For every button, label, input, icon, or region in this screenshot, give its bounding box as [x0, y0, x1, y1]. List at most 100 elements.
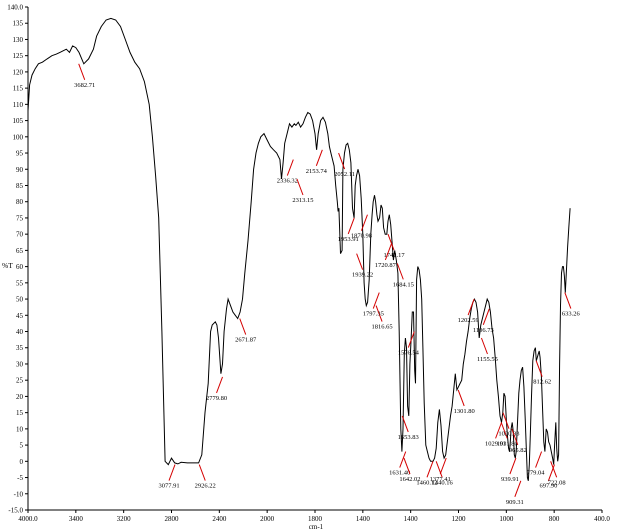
x-ticks: 4000.0 3400 3200 2800 2400 2000 1800 1400 1400 12…	[18, 510, 610, 523]
annotation-leader	[360, 214, 368, 231]
annotation-leader	[495, 422, 503, 439]
y-tick-label: -5	[17, 474, 23, 482]
x-tick-label: 1800	[308, 515, 323, 523]
annotation-leader	[435, 461, 443, 478]
y-tick-label: 95	[16, 150, 24, 158]
annotation-label: 1029.91	[485, 440, 506, 447]
annotation-leader	[457, 389, 465, 407]
annotation-leader	[403, 457, 411, 475]
y-tick-label: 125	[13, 52, 24, 60]
annotation-label: 1870.98	[351, 233, 372, 240]
annotation-leader	[347, 217, 355, 235]
y-tick-label: 25	[16, 377, 24, 385]
x-tick-label: 2400	[212, 515, 227, 523]
annotation-label: 3682.71	[74, 82, 95, 89]
y-tick-label: 135	[13, 20, 24, 28]
annotation-leader	[502, 412, 510, 429]
annotation-label: 1939.22	[352, 272, 373, 279]
x-axis-label: cm-1	[309, 523, 324, 530]
annotation-leader	[384, 243, 392, 261]
y-tick-label: 130	[13, 36, 24, 44]
y-tick-label: 70	[16, 231, 24, 239]
annotation-leader	[375, 305, 383, 322]
annotation-label: 1631.40	[389, 470, 410, 477]
annotation-leader	[387, 233, 395, 251]
x-tick-label: 2000	[260, 515, 275, 523]
annotation-label: 939.91	[501, 476, 519, 483]
y-tick-label: 20	[16, 393, 24, 401]
annotation-label: 1155.55	[477, 356, 498, 363]
y-tick-label: 40	[16, 328, 24, 336]
y-tick-label: 55	[16, 279, 24, 287]
y-tick-label: 85	[16, 182, 24, 190]
y-tick-label: 110	[13, 101, 24, 109]
annotation-leader	[315, 149, 323, 166]
annotation-leader	[509, 457, 517, 475]
annotation-label: 2336.32	[277, 178, 298, 185]
annotation-leader	[407, 331, 415, 348]
annotation-leader	[338, 152, 346, 170]
annotation-label: 965.82	[509, 447, 527, 454]
annotation-label: 633.26	[562, 311, 581, 318]
annotation-label: 1020.83	[498, 431, 519, 438]
y-tick-label: 90	[16, 166, 24, 174]
annotation-leader	[548, 464, 555, 481]
x-tick-label: 1400	[356, 515, 371, 523]
annotation-label: 2313.15	[292, 197, 313, 204]
peak-annotations: 3682.71 3077.91 2926.22 2779.80 2671.87 2336.…	[74, 63, 581, 506]
annotation-leader	[535, 451, 543, 468]
annotation-label: 722.08	[548, 479, 566, 486]
annotation-label: 1684.15	[393, 281, 414, 288]
annotation-leader	[480, 337, 488, 355]
annotation-leader	[286, 159, 294, 176]
x-tick-label: 3400	[69, 515, 84, 523]
annotation-label: 1031.80	[497, 440, 518, 447]
x-tick-label: 800	[549, 515, 560, 523]
y-tick-label: 75	[16, 214, 24, 222]
annotation-label: 1202.59	[458, 317, 479, 324]
y-tick-label: 140.0	[7, 4, 23, 12]
annotation-leader	[550, 461, 558, 478]
y-tick-label: 15	[16, 409, 24, 417]
annotation-leader	[198, 464, 206, 481]
annotation-leader	[356, 253, 364, 270]
annotation-label: 1720.87	[375, 262, 397, 269]
annotation-leader	[439, 457, 447, 475]
annotation-label: 2926.22	[195, 483, 216, 490]
annotation-label: 1797.35	[363, 311, 384, 318]
x-tick-label: 1000	[499, 515, 514, 523]
x-tick-label: 400.0	[594, 515, 610, 523]
annotation-leader	[296, 178, 304, 196]
annotation-label: 909.31	[506, 499, 524, 506]
annotation-label: 1377.41	[430, 476, 451, 483]
x-tick-label: 4000.0	[18, 515, 38, 523]
annotation-label: 2153.74	[306, 168, 328, 175]
y-tick-label: 115	[13, 85, 24, 93]
annotation-label: 1106.73	[473, 327, 494, 334]
x-tick-label: 3200	[117, 515, 132, 523]
annotation-label: 1742.17	[383, 252, 405, 259]
annotation-label: 1301.80	[454, 408, 475, 415]
y-tick-label: 80	[16, 198, 24, 206]
annotation-label: 1953.91	[338, 236, 359, 243]
y-tick-label: 105	[13, 117, 24, 125]
annotation-leader	[514, 480, 522, 497]
annotation-leader	[467, 298, 475, 316]
annotation-label: 2052.11	[334, 171, 355, 178]
y-tick-label: -10	[14, 490, 24, 498]
y-tick-label: 45	[16, 312, 24, 320]
annotation-label: 779.04	[527, 470, 546, 477]
y-axis-label: %T	[2, 261, 13, 270]
y-tick-label: 0	[20, 458, 24, 466]
annotation-leader	[426, 461, 434, 478]
y-tick-label: 10	[16, 425, 24, 433]
annotation-leader	[372, 292, 380, 309]
annotation-label: 1642.02	[399, 476, 420, 483]
annotation-label: 812.62	[533, 379, 551, 386]
y-tick-label: 65	[16, 247, 24, 255]
annotation-leader	[239, 318, 247, 335]
y-tick-label: 50	[16, 296, 24, 304]
annotation-leader	[78, 63, 86, 80]
annotation-label: 1816.65	[372, 324, 393, 331]
annotation-leader	[216, 376, 223, 394]
